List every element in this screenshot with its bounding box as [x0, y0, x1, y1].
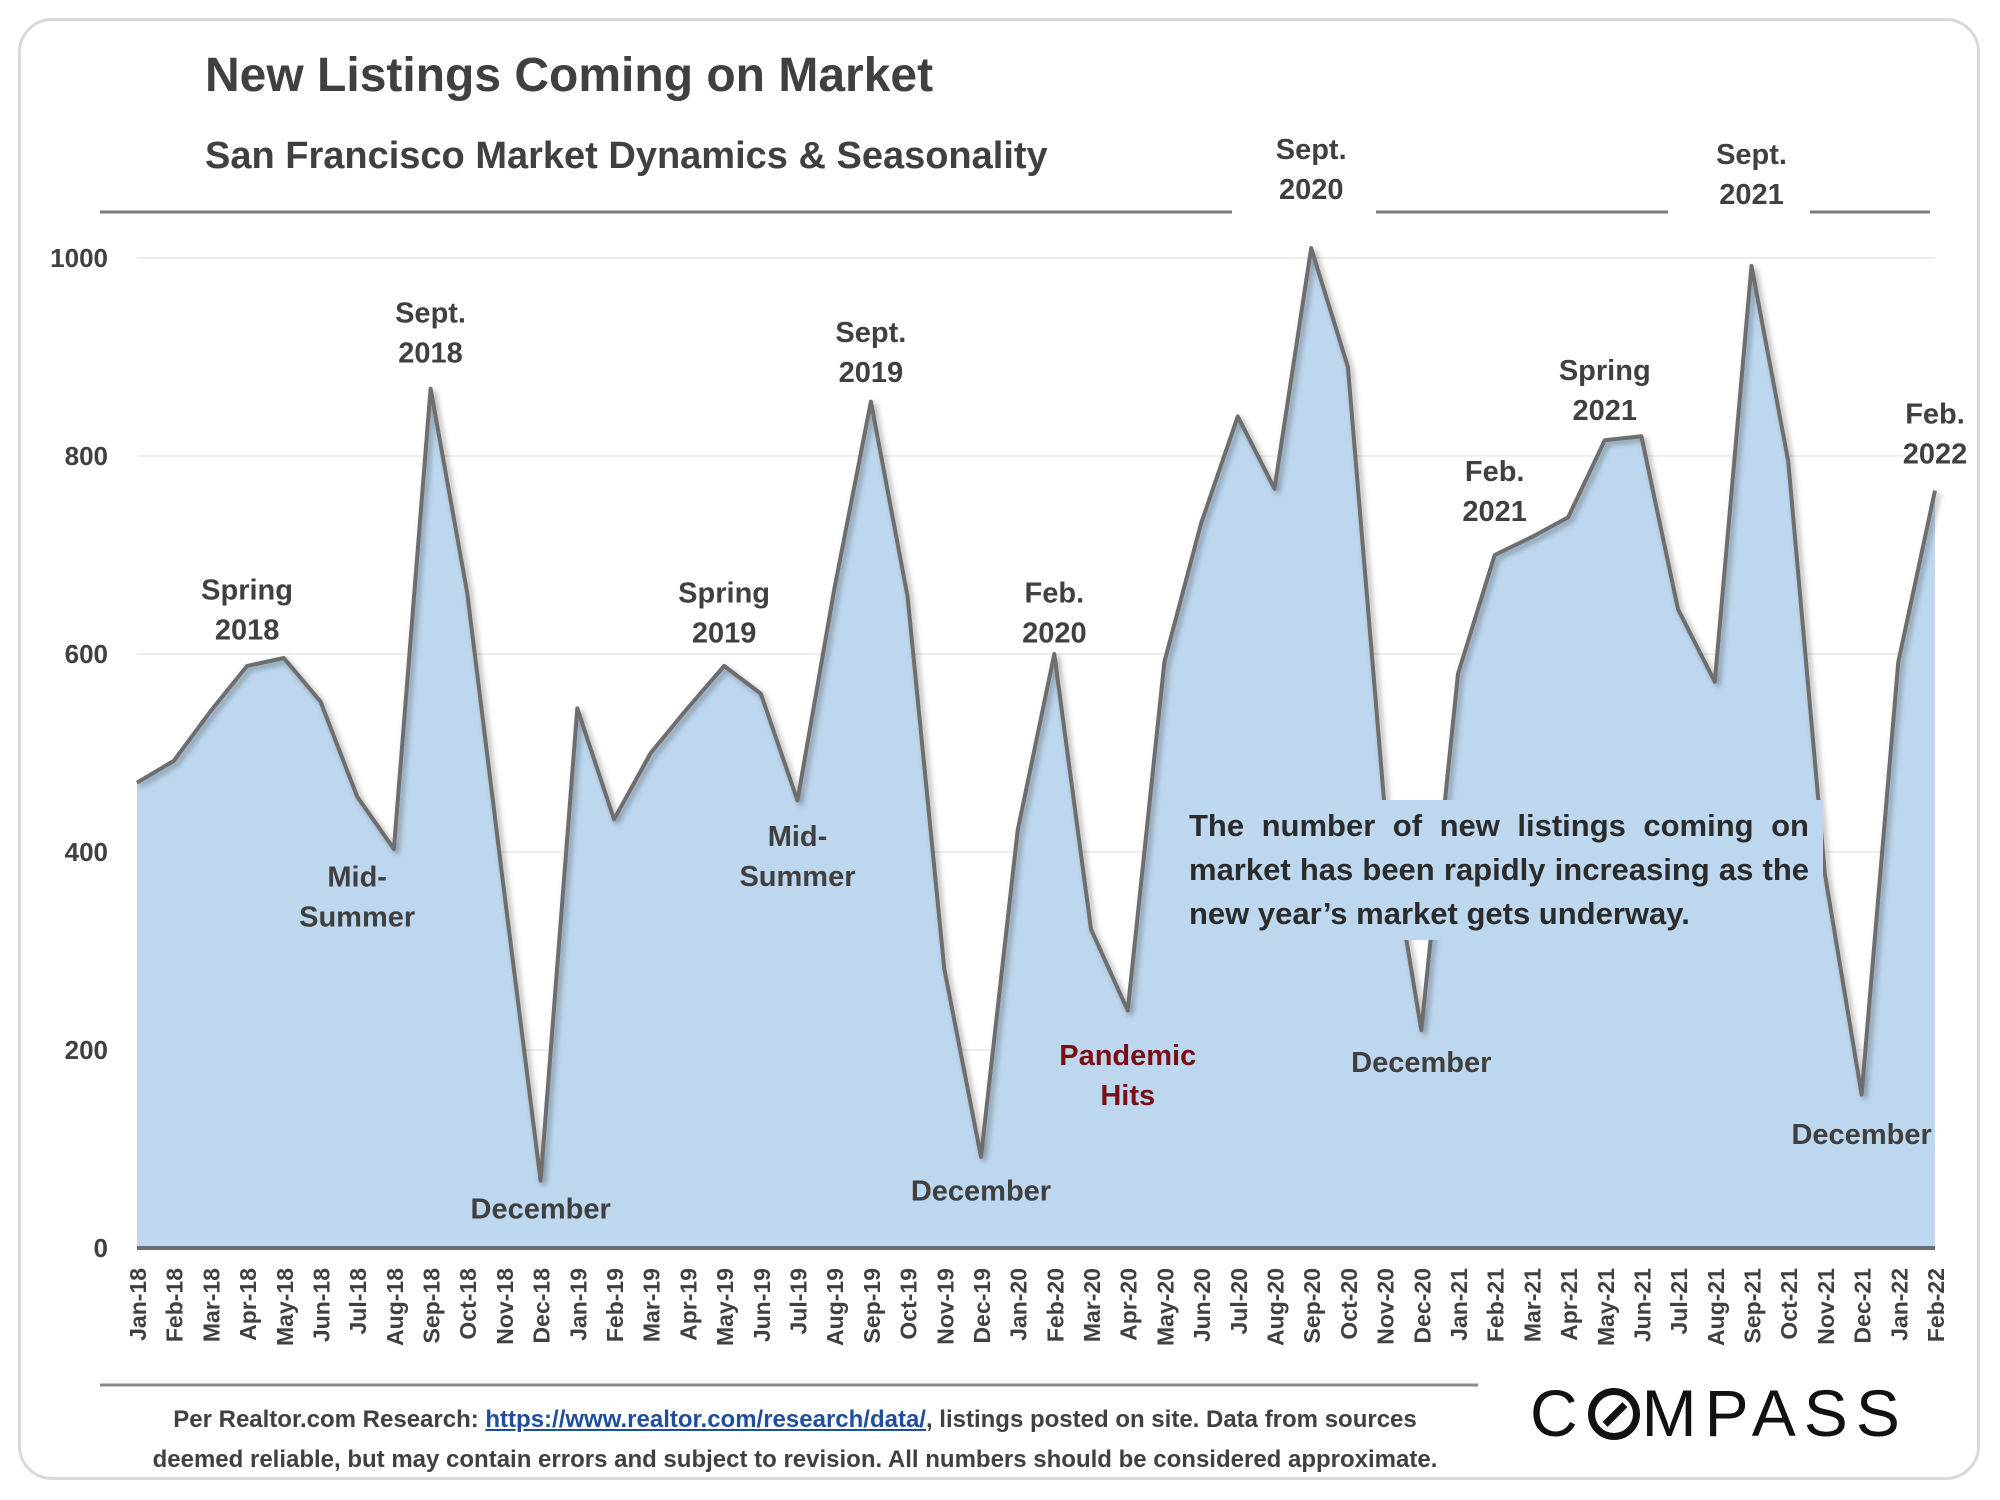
annotation-label: December: [911, 1175, 1051, 1207]
x-tick-label: Jan-19: [565, 1268, 591, 1341]
x-tick-label: Sep-18: [419, 1268, 445, 1344]
annotation-label: Spring 2018: [201, 575, 293, 647]
footer-prefix: Per Realtor.com Research:: [173, 1406, 486, 1433]
x-tick-label: Jan-20: [1006, 1268, 1032, 1341]
y-tick-label: 0: [94, 1233, 108, 1263]
annotation-label: Mid-Summer: [299, 862, 415, 934]
x-tick-label: May-18: [272, 1268, 298, 1346]
annotation-label: Spring 2019: [678, 578, 770, 650]
annotation-label: Mid-Summer: [739, 821, 855, 893]
x-tick-label: Oct-21: [1776, 1268, 1802, 1340]
x-tick-label: Jan-21: [1446, 1268, 1472, 1341]
x-tick-label: Apr-20: [1116, 1268, 1142, 1341]
compass-logo: C MPASS: [1530, 1376, 1908, 1450]
y-tick-label: 200: [65, 1035, 108, 1065]
x-tick-label: Mar-19: [639, 1268, 665, 1342]
x-tick-label: Jun-19: [749, 1268, 775, 1342]
x-tick-label: Jun-20: [1189, 1268, 1215, 1342]
x-tick-label: Nov-18: [492, 1268, 518, 1345]
footer-disclaimer: deemed reliable, but may contain errors …: [152, 1446, 1438, 1473]
annotation-label: Sept. 2019: [835, 317, 906, 389]
source-footer: Per Realtor.com Research: https://www.re…: [100, 1400, 1490, 1480]
x-tick-label: Jan-22: [1886, 1268, 1912, 1341]
x-tick-label: Aug-19: [822, 1268, 848, 1346]
y-axis-tick-labels: 0 200 400 600 800 1000: [50, 243, 108, 1263]
x-tick-label: Jun-18: [308, 1268, 334, 1342]
x-axis-tick-labels: Jan-18 Feb-18 Mar-18 Apr-18 May-18 Jun-18 Jul-…: [125, 1268, 1949, 1346]
x-tick-label: May-20: [1152, 1268, 1178, 1346]
x-tick-label: Feb-20: [1042, 1268, 1068, 1342]
x-tick-label: Aug-20: [1263, 1268, 1289, 1346]
x-tick-label: Mar-18: [198, 1268, 224, 1342]
x-tick-label: May-21: [1593, 1268, 1619, 1346]
x-tick-label: Nov-20: [1373, 1268, 1399, 1345]
x-tick-label: Jul-18: [345, 1268, 371, 1335]
annotation-label: Feb. 2022: [1903, 398, 1968, 470]
x-tick-label: Oct-19: [896, 1268, 922, 1340]
x-tick-label: Nov-19: [932, 1268, 958, 1345]
annotation-label: Sept. 2020: [1276, 134, 1347, 206]
annotation-label: Spring 2021: [1559, 355, 1651, 427]
x-tick-label: Jul-21: [1666, 1268, 1692, 1335]
annotation-label: Pandemic Hits: [1059, 1040, 1196, 1112]
x-tick-label: Apr-21: [1556, 1268, 1582, 1341]
x-tick-label: Dec-19: [969, 1268, 995, 1343]
x-tick-label: Oct-20: [1336, 1268, 1362, 1340]
x-tick-label: Mar-21: [1519, 1268, 1545, 1342]
logo-o-glyph: [1587, 1388, 1640, 1440]
annotation-label: Feb. 2021: [1462, 456, 1527, 528]
chart-subtitle: San Francisco Market Dynamics & Seasonal…: [205, 135, 1048, 177]
annotation-label: Sept. 2018: [395, 297, 466, 369]
x-tick-label: Nov-21: [1813, 1268, 1839, 1345]
x-tick-label: Sep-21: [1740, 1268, 1766, 1344]
x-tick-label: Mar-20: [1079, 1268, 1105, 1342]
annotation-label: December: [1791, 1119, 1931, 1151]
series-line: [135, 246, 1937, 1183]
y-tick-label: 1000: [50, 243, 108, 273]
chart-title: New Listings Coming on Market: [205, 49, 934, 102]
annotations: Spring 2018 Sept. 2018 Mid-Summer December Spr…: [201, 134, 1967, 1225]
x-tick-label: Dec-18: [529, 1268, 555, 1344]
annotation-label: Feb. 2020: [1022, 578, 1087, 650]
x-tick-label: May-19: [712, 1268, 738, 1346]
x-tick-label: Apr-18: [235, 1268, 261, 1341]
x-tick-label: Sep-19: [859, 1268, 885, 1343]
footer-suffix: , listings posted on site. Data from sou…: [925, 1406, 1417, 1433]
callout-text: The number of new listings coming on mar…: [1175, 800, 1823, 940]
annotation-label: Sept. 2021: [1716, 139, 1787, 211]
y-tick-label: 400: [65, 837, 108, 867]
x-tick-label: Feb-22: [1923, 1268, 1949, 1342]
x-tick-label: Apr-19: [675, 1268, 701, 1341]
x-tick-label: Aug-21: [1703, 1268, 1729, 1346]
x-tick-label: Aug-18: [382, 1268, 408, 1346]
x-tick-label: Dec-21: [1850, 1268, 1876, 1344]
annotation-label: December: [471, 1193, 611, 1225]
x-tick-label: Jan-18: [125, 1268, 151, 1341]
x-tick-label: Feb-19: [602, 1268, 628, 1342]
x-tick-label: Feb-18: [162, 1268, 188, 1342]
x-tick-label: Jun-21: [1629, 1268, 1655, 1342]
x-tick-label: Oct-18: [455, 1268, 481, 1340]
source-link[interactable]: https://www.realtor.com/research/data/: [485, 1406, 926, 1433]
y-tick-label: 800: [65, 441, 108, 471]
x-tick-label: Jul-19: [785, 1268, 811, 1334]
x-tick-label: Feb-21: [1483, 1268, 1509, 1342]
x-tick-label: Jul-20: [1226, 1268, 1252, 1334]
annotation-label: December: [1351, 1047, 1491, 1079]
y-tick-label: 600: [65, 639, 108, 669]
x-tick-label: Dec-20: [1409, 1268, 1435, 1343]
x-tick-label: Sep-20: [1299, 1268, 1325, 1343]
